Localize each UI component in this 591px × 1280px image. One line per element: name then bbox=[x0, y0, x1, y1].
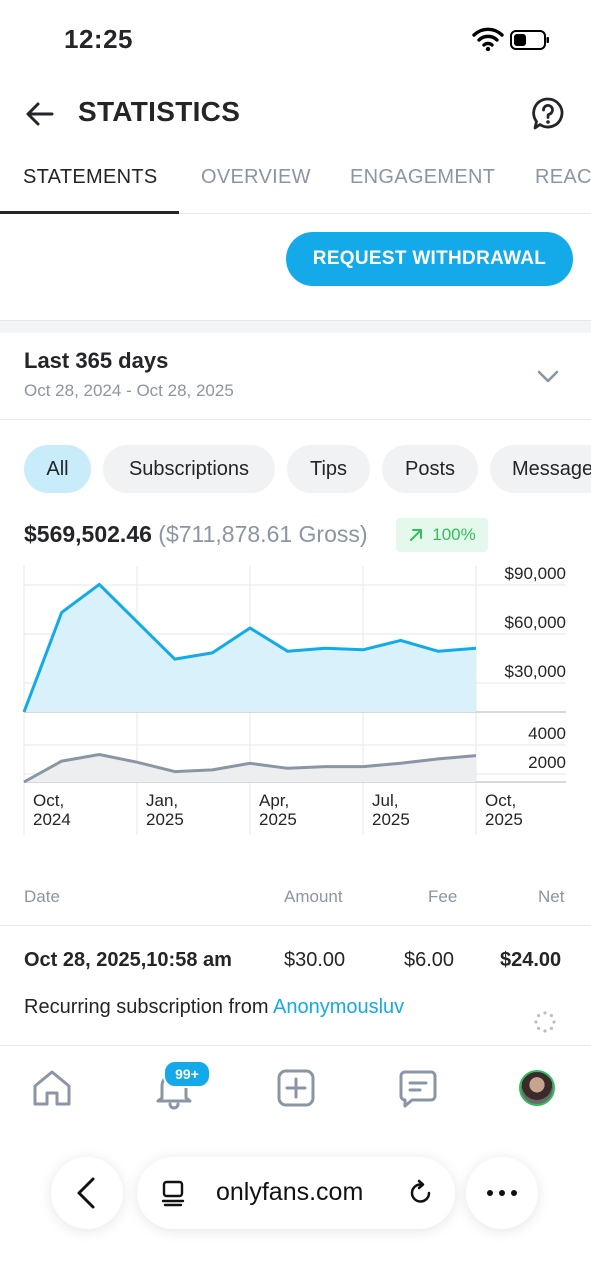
change-value: 100% bbox=[432, 525, 476, 544]
row-fee: $6.00 bbox=[404, 949, 455, 971]
url-bar[interactable] bbox=[137, 1157, 455, 1229]
messages-icon[interactable] bbox=[396, 1066, 440, 1110]
divider bbox=[0, 925, 591, 926]
earnings-total: $569,502.46 ($711,878.61 Gross) bbox=[24, 521, 368, 548]
active-tab-indicator bbox=[0, 211, 179, 214]
x-tick-label: Jul, bbox=[372, 791, 398, 810]
y-tick-label: $60,000 bbox=[505, 613, 566, 632]
row-net: $24.00 bbox=[500, 949, 562, 971]
divider bbox=[0, 419, 591, 420]
col-header-net: Net bbox=[538, 887, 565, 906]
y-tick-label: 4000 bbox=[528, 724, 566, 743]
tab-engagement[interactable]: ENGAGEMENT bbox=[350, 166, 496, 188]
row-amount: $30.00 bbox=[284, 949, 346, 971]
tab-reach[interactable]: REACH bbox=[535, 166, 591, 188]
request-withdrawal-button[interactable]: REQUEST WITHDRAWAL bbox=[286, 232, 573, 286]
browser-back-button[interactable] bbox=[51, 1157, 123, 1229]
x-tick-label: Oct, bbox=[485, 791, 516, 810]
wifi-icon bbox=[472, 27, 504, 52]
arrow-up-right-icon bbox=[410, 529, 423, 541]
profile-avatar[interactable] bbox=[519, 1070, 555, 1106]
filter-posts[interactable]: Posts bbox=[382, 445, 478, 493]
chevron-down-icon[interactable] bbox=[536, 366, 560, 386]
x-tick-label: Apr, bbox=[259, 791, 289, 810]
add-post-icon[interactable] bbox=[274, 1066, 318, 1110]
filter-subscriptions[interactable]: Subscriptions bbox=[103, 445, 275, 493]
x-tick-label: Jan, bbox=[146, 791, 178, 810]
status-time: 12:25 bbox=[64, 24, 133, 54]
earnings-chart: $90,000$60,000$30,00040002000Oct,2024Jan… bbox=[22, 564, 566, 835]
y-tick-label: $90,000 bbox=[505, 564, 566, 583]
notification-badge: 99+ bbox=[163, 1060, 211, 1088]
user-link[interactable]: Anonymousluv bbox=[272, 996, 405, 1018]
series-area-0 bbox=[24, 584, 476, 712]
url-text: onlyfans.com bbox=[216, 1178, 364, 1206]
filter-messages[interactable]: Messages bbox=[490, 445, 591, 493]
col-header-amount: Amount bbox=[284, 887, 343, 906]
page-title: STATISTICS bbox=[78, 96, 241, 127]
x-tick-label: 2025 bbox=[485, 810, 523, 829]
row-description: Recurring subscription from Anonymousluv bbox=[24, 996, 404, 1019]
period-title[interactable]: Last 365 days bbox=[24, 348, 169, 373]
x-tick-label: 2025 bbox=[259, 810, 297, 829]
y-tick-label: $30,000 bbox=[505, 662, 566, 681]
x-tick-label: 2025 bbox=[372, 810, 410, 829]
col-header-date: Date bbox=[24, 887, 60, 906]
filter-all[interactable]: All bbox=[24, 445, 91, 493]
tab-statements[interactable]: STATEMENTS bbox=[23, 166, 158, 188]
series-line-1 bbox=[23, 753, 477, 784]
gross-total: ($711,878.61 Gross) bbox=[158, 521, 368, 547]
row-description-text: Recurring subscription from bbox=[24, 996, 273, 1018]
divider bbox=[0, 1045, 591, 1046]
tabs-icon[interactable] bbox=[160, 1179, 186, 1207]
more-options-button[interactable] bbox=[466, 1157, 538, 1229]
x-tick-label: 2024 bbox=[33, 810, 71, 829]
section-separator bbox=[0, 320, 591, 333]
x-tick-label: Oct, bbox=[33, 791, 64, 810]
battery-icon bbox=[510, 30, 549, 50]
filter-tips[interactable]: Tips bbox=[287, 445, 370, 493]
y-tick-label: 2000 bbox=[528, 753, 566, 772]
series-line-0 bbox=[22, 582, 477, 713]
chevron-left-icon bbox=[77, 1177, 95, 1209]
change-badge: 100% bbox=[396, 518, 488, 552]
back-arrow-icon[interactable] bbox=[24, 98, 56, 130]
series-area-1 bbox=[24, 754, 476, 782]
net-total: $569,502.46 bbox=[24, 521, 152, 547]
more-dots-icon bbox=[487, 1190, 517, 1196]
x-tick-label: 2025 bbox=[146, 810, 184, 829]
period-range: Oct 28, 2024 - Oct 28, 2025 bbox=[24, 381, 234, 400]
col-header-fee: Fee bbox=[428, 887, 458, 906]
help-icon[interactable] bbox=[530, 96, 566, 132]
loading-spinner-icon bbox=[534, 1011, 556, 1033]
home-icon[interactable] bbox=[30, 1066, 74, 1110]
tabs-divider bbox=[0, 213, 591, 214]
row-date: Oct 28, 2025,10:58 am bbox=[24, 949, 232, 971]
reload-icon[interactable] bbox=[407, 1179, 435, 1207]
tab-overview[interactable]: OVERVIEW bbox=[201, 166, 311, 188]
